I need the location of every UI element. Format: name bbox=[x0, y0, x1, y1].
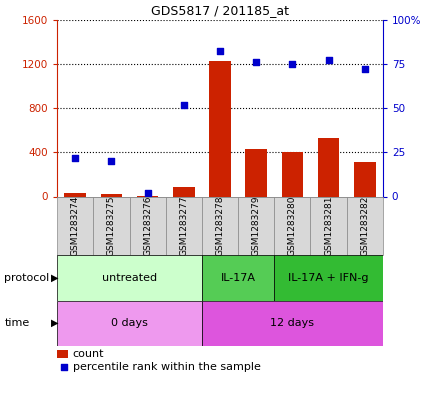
Bar bbox=[202, 301, 383, 346]
Bar bbox=[173, 187, 194, 196]
Text: GSM1283278: GSM1283278 bbox=[216, 196, 224, 256]
Text: GSM1283281: GSM1283281 bbox=[324, 196, 333, 256]
Text: percentile rank within the sample: percentile rank within the sample bbox=[73, 362, 260, 373]
Bar bbox=[57, 196, 93, 255]
Bar bbox=[238, 196, 274, 255]
Point bbox=[325, 57, 332, 63]
Text: GSM1283279: GSM1283279 bbox=[252, 196, 260, 256]
Bar bbox=[274, 196, 311, 255]
Bar bbox=[274, 255, 383, 301]
Text: IL-17A: IL-17A bbox=[220, 273, 256, 283]
Text: count: count bbox=[73, 349, 104, 359]
Text: 12 days: 12 days bbox=[270, 318, 314, 328]
Bar bbox=[282, 152, 303, 196]
Point bbox=[180, 101, 187, 108]
Point bbox=[144, 190, 151, 196]
Text: GSM1283280: GSM1283280 bbox=[288, 196, 297, 256]
Bar bbox=[347, 196, 383, 255]
Text: IL-17A + IFN-g: IL-17A + IFN-g bbox=[288, 273, 369, 283]
Text: GSM1283277: GSM1283277 bbox=[180, 196, 188, 256]
Bar bbox=[311, 196, 347, 255]
Text: GSM1283276: GSM1283276 bbox=[143, 196, 152, 256]
Bar bbox=[57, 255, 202, 301]
Bar bbox=[57, 301, 202, 346]
Point bbox=[120, 311, 127, 317]
Text: GSM1283282: GSM1283282 bbox=[360, 196, 369, 256]
Bar bbox=[166, 196, 202, 255]
Bar bbox=[209, 61, 231, 196]
Bar bbox=[64, 193, 86, 196]
Bar bbox=[202, 255, 274, 301]
Bar bbox=[318, 138, 339, 196]
Point bbox=[289, 61, 296, 67]
Bar bbox=[354, 162, 376, 196]
Point bbox=[72, 154, 79, 161]
Bar bbox=[101, 194, 122, 196]
Bar bbox=[202, 196, 238, 255]
Bar bbox=[129, 196, 166, 255]
Text: ▶: ▶ bbox=[51, 273, 58, 283]
Bar bbox=[246, 149, 267, 196]
Text: 0 days: 0 days bbox=[111, 318, 148, 328]
Point bbox=[108, 158, 115, 164]
Text: GSM1283274: GSM1283274 bbox=[71, 196, 80, 256]
Text: GSM1283275: GSM1283275 bbox=[107, 196, 116, 256]
Text: protocol: protocol bbox=[4, 273, 50, 283]
Point bbox=[361, 66, 368, 72]
Point bbox=[253, 59, 260, 65]
Title: GDS5817 / 201185_at: GDS5817 / 201185_at bbox=[151, 4, 289, 17]
Text: untreated: untreated bbox=[102, 273, 157, 283]
Bar bbox=[93, 196, 129, 255]
Point bbox=[216, 48, 224, 55]
Text: time: time bbox=[4, 318, 29, 328]
Text: ▶: ▶ bbox=[51, 318, 58, 328]
